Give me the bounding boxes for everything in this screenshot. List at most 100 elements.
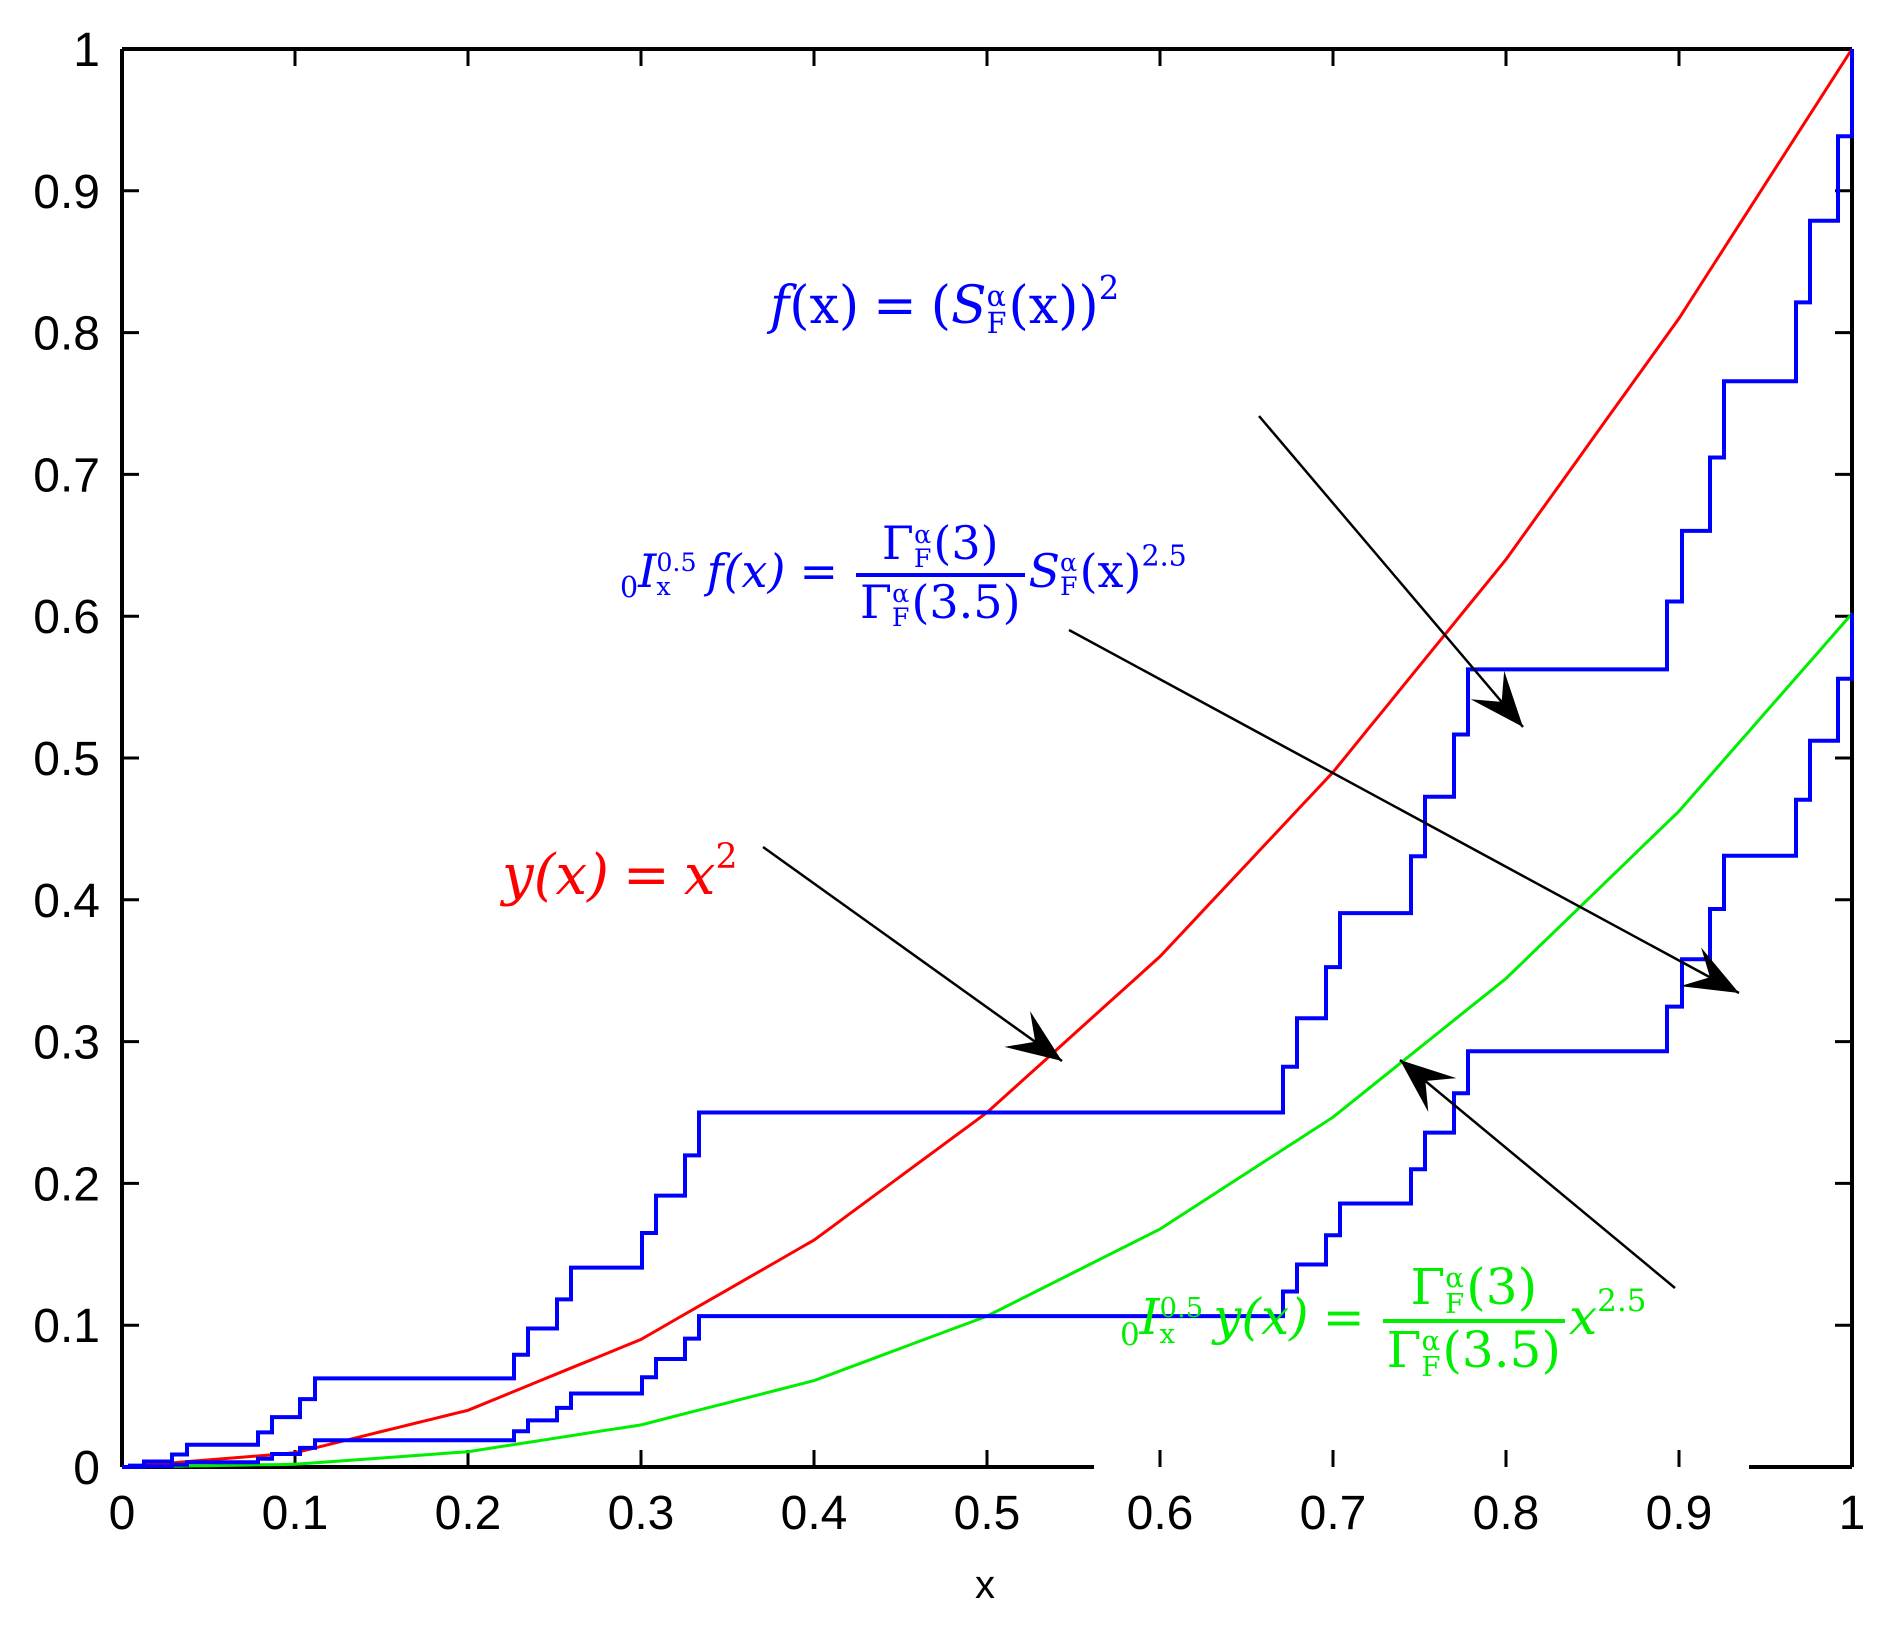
y-tick-label: 0.2 — [33, 1158, 100, 1211]
arrowhead-icon — [1400, 1060, 1457, 1113]
ann-f-arg2: (x) — [1008, 276, 1079, 337]
den-arg: (3.5) — [1442, 1321, 1561, 1380]
staircase-series — [122, 613, 1854, 1469]
ann-f-pow: 2 — [1098, 269, 1120, 307]
ann-f-arg: (x) — [789, 276, 860, 337]
ann-Iy-I: I — [1139, 1288, 1160, 1347]
alpha-symbol: α — [1445, 1261, 1464, 1294]
x-tick-label: 0.5 — [954, 1487, 1021, 1540]
y-tick-label: 0.3 — [33, 1017, 100, 1070]
alpha-symbol: α — [986, 278, 1006, 313]
ann-If-pre: 0 — [620, 571, 639, 604]
ann-If-S: S — [1028, 544, 1061, 599]
plot-axes: 0 0.1 0.2 0.3 0.4 0.5 0.6 0.7 0.8 0.9 1 0 0.1 0.2 0.3 0… — [33, 24, 1865, 1540]
series-layer — [121, 48, 1854, 1469]
F-subscript: F — [1421, 1351, 1441, 1384]
ann-Iy-x: x — [1568, 1288, 1598, 1347]
order-superscript: 0.5 — [656, 548, 697, 577]
y-tick-label: 0.1 — [33, 1300, 100, 1353]
arrowhead-icon — [1680, 947, 1739, 993]
ann-If-eq: = — [799, 544, 838, 599]
annotation-arrows — [762, 415, 1740, 1289]
ann-y-eq: = — [622, 843, 670, 909]
x-tick-label: 0.9 — [1646, 1487, 1713, 1540]
gamma-symbol: Γ — [1386, 1321, 1422, 1380]
series-line — [121, 48, 1854, 1469]
ann-Iy-scripts: 0.5 x — [1159, 1292, 1204, 1351]
alpha-symbol: α — [892, 579, 910, 608]
arrowhead-icon — [1004, 1011, 1062, 1061]
F-subscript: F — [1060, 572, 1078, 602]
x-tick-label: 0.2 — [435, 1487, 502, 1540]
annotation-f: f(x) = (S α F (x))2 — [770, 272, 1119, 337]
x-axis-label: x — [975, 1563, 995, 1607]
den-arg: (3.5) — [911, 575, 1021, 630]
ann-Iy-y: y(x) — [1213, 1288, 1309, 1347]
annotation-y: y(x) = x2 — [502, 840, 738, 904]
annotation-arrow-line — [762, 845, 1063, 1063]
staircase-series — [122, 49, 1854, 1469]
ann-y-lhs: y(x) — [502, 843, 609, 909]
F-subscript: F — [913, 544, 932, 573]
x-subscript: x — [656, 572, 671, 602]
gamma-symbol: Γ — [881, 516, 914, 570]
ann-f-eq: = — [873, 276, 917, 337]
alpha-symbol: α — [1421, 1325, 1441, 1357]
alpha-symbol: α — [1060, 548, 1078, 577]
arrowhead-icon — [1470, 670, 1523, 727]
x-tick-label: 1 — [1839, 1487, 1866, 1540]
annotation-arrow-line — [1399, 1059, 1676, 1289]
y-tick-label: 0 — [73, 1442, 100, 1495]
ann-f-close: ) — [1078, 276, 1099, 337]
ann-f-lhs: f — [770, 276, 790, 337]
y-tick-label: 0.8 — [33, 308, 100, 361]
ann-Iy-pre: 0 — [1120, 1316, 1140, 1353]
y-tick-label: 0.5 — [33, 733, 100, 786]
x-tick-label: 0.7 — [1300, 1487, 1367, 1540]
F-subscript: F — [986, 305, 1007, 340]
order-superscript: 0.5 — [1159, 1292, 1204, 1324]
ann-If-I: I — [638, 544, 657, 599]
x-subscript: x — [1159, 1318, 1176, 1351]
gamma-symbol: Γ — [859, 575, 892, 630]
ann-If-pow: 2.5 — [1141, 539, 1187, 573]
annotation-arrow-line — [1258, 415, 1524, 728]
ann-y-pow: 2 — [715, 837, 738, 877]
ann-If-scripts: 0.5 x — [656, 548, 697, 602]
y-tick-label: 0.7 — [33, 449, 100, 502]
x-tick-label: 0.6 — [1127, 1487, 1194, 1540]
ann-If-f: f(x) — [706, 544, 786, 599]
ann-Iy-eq: = — [1322, 1288, 1365, 1347]
F-subscript: F — [891, 603, 910, 633]
ann-f-S: S — [951, 276, 987, 337]
gamma-symbol: Γ — [1410, 1258, 1446, 1316]
x-tick-label: 0.4 — [781, 1487, 848, 1540]
y-tick-label: 0.6 — [33, 591, 100, 644]
y-tick-label: 1 — [73, 24, 100, 77]
ann-Iy-pow: 2.5 — [1597, 1282, 1647, 1319]
num-arg: (3) — [933, 516, 999, 570]
F-subscript: F — [1445, 1288, 1465, 1320]
annotation-arrow-line — [1068, 628, 1740, 995]
num-arg: (3) — [1466, 1258, 1538, 1316]
x-tick-label: 0.3 — [608, 1487, 675, 1540]
alpha-symbol: α — [914, 519, 932, 549]
ann-If-S-arg: (x) — [1079, 544, 1142, 599]
x-tick-label: 0.1 — [262, 1487, 329, 1540]
x-tick-label: 0.8 — [1473, 1487, 1540, 1540]
x-tick-label: 0 — [109, 1487, 136, 1540]
ann-f-open: ( — [930, 276, 952, 337]
y-tick-label: 0.4 — [33, 875, 100, 928]
y-tick-label: 0.9 — [33, 166, 100, 219]
ann-y-x: x — [683, 843, 716, 909]
